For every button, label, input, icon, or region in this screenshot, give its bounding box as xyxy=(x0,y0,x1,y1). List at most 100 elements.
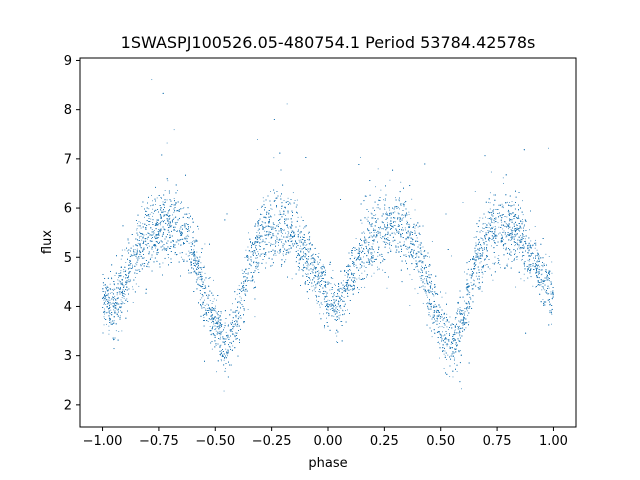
data-point xyxy=(511,236,513,238)
data-point xyxy=(494,228,495,230)
data-point xyxy=(116,312,118,314)
data-point xyxy=(331,305,333,306)
data-point xyxy=(126,280,128,282)
data-point xyxy=(489,268,491,270)
data-point xyxy=(152,222,153,223)
data-point xyxy=(201,269,202,270)
data-point xyxy=(474,259,476,261)
data-point xyxy=(342,309,343,311)
data-point xyxy=(358,289,360,290)
data-point xyxy=(143,248,145,250)
data-point xyxy=(237,288,239,290)
data-point xyxy=(363,265,365,267)
data-point xyxy=(215,319,216,321)
data-point xyxy=(220,312,222,314)
data-point xyxy=(482,223,484,225)
data-point xyxy=(184,237,185,239)
data-point xyxy=(135,283,137,285)
data-point xyxy=(359,263,361,265)
data-point xyxy=(494,263,495,265)
data-point xyxy=(358,247,360,249)
data-point xyxy=(108,296,109,298)
data-point xyxy=(319,313,321,315)
data-point xyxy=(180,244,181,246)
data-point xyxy=(459,334,461,336)
data-point xyxy=(421,286,423,288)
data-point xyxy=(187,234,189,236)
data-point xyxy=(171,225,173,227)
data-point xyxy=(485,238,486,240)
data-point xyxy=(482,227,484,229)
data-point xyxy=(393,232,395,234)
data-point xyxy=(448,339,450,341)
data-point xyxy=(505,236,507,238)
data-point xyxy=(245,249,247,251)
data-point xyxy=(468,285,470,287)
data-point xyxy=(303,253,305,255)
data-point xyxy=(281,239,283,240)
data-point xyxy=(229,330,231,332)
data-point xyxy=(276,237,278,238)
data-point xyxy=(108,325,110,327)
data-point xyxy=(108,302,110,304)
data-point xyxy=(121,297,123,299)
data-point xyxy=(123,269,125,271)
data-point xyxy=(380,189,382,191)
data-point xyxy=(472,295,474,297)
data-point xyxy=(408,251,410,253)
data-point xyxy=(235,320,237,322)
data-point xyxy=(409,274,411,276)
data-point xyxy=(143,257,145,259)
data-point xyxy=(422,279,424,281)
data-point xyxy=(315,259,316,261)
data-point xyxy=(408,226,409,228)
data-point xyxy=(377,168,379,170)
data-point xyxy=(248,258,250,260)
data-point xyxy=(417,269,419,271)
data-point xyxy=(462,202,464,203)
data-point xyxy=(250,251,252,253)
data-point xyxy=(209,326,211,327)
data-point xyxy=(414,288,416,290)
data-point xyxy=(243,283,245,284)
data-point xyxy=(427,296,428,298)
data-point xyxy=(359,267,361,269)
data-point xyxy=(386,287,388,289)
data-point xyxy=(523,280,525,282)
data-point xyxy=(420,251,422,253)
data-point xyxy=(262,253,264,255)
data-point xyxy=(193,255,195,256)
data-point xyxy=(152,208,154,210)
data-point xyxy=(141,206,143,207)
data-point xyxy=(521,256,523,258)
data-point xyxy=(186,224,188,226)
data-point xyxy=(308,239,310,241)
data-point xyxy=(518,223,520,224)
data-point xyxy=(360,156,361,158)
data-point xyxy=(541,285,543,287)
data-point xyxy=(196,273,197,275)
data-point xyxy=(422,261,424,263)
data-point xyxy=(259,238,261,240)
data-point xyxy=(332,308,333,309)
data-point xyxy=(435,320,437,321)
data-point xyxy=(551,272,553,274)
data-point xyxy=(277,224,279,226)
data-point xyxy=(467,307,469,309)
data-point xyxy=(152,231,154,232)
data-point xyxy=(177,230,179,232)
data-point xyxy=(118,288,120,289)
data-point xyxy=(475,244,477,246)
data-point xyxy=(246,255,248,257)
data-point xyxy=(438,341,439,343)
data-point xyxy=(143,234,145,236)
data-point xyxy=(546,274,548,276)
data-point xyxy=(193,240,195,241)
data-point xyxy=(103,296,105,298)
data-point xyxy=(510,206,512,207)
data-point xyxy=(308,242,310,244)
data-point xyxy=(411,241,413,243)
data-point xyxy=(289,226,291,228)
data-point xyxy=(381,254,383,255)
